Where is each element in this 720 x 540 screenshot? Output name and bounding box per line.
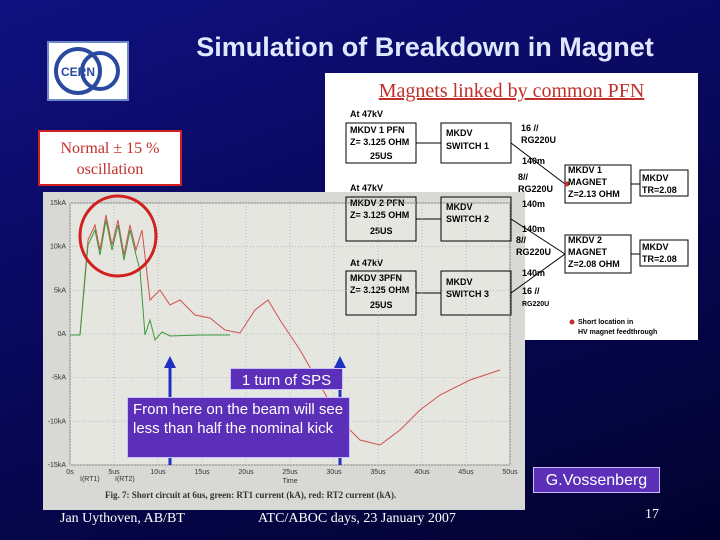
diagram-label: SWITCH 1 bbox=[446, 141, 489, 151]
x-tick-label: 40us bbox=[414, 469, 430, 476]
callout-line: Normal ± 15 % bbox=[60, 140, 160, 157]
page-number: 17 bbox=[645, 507, 659, 522]
diagram-label: 25US bbox=[370, 226, 393, 236]
y-tick-label: 10kA bbox=[50, 244, 66, 251]
pfn-callout: Magnets linked by common PFN bbox=[325, 73, 698, 107]
diagram-label: 8// bbox=[516, 235, 527, 245]
x-tick-label: 5us bbox=[108, 469, 120, 476]
figure-caption: Fig. 7: Short circuit at 6us, green: RT1… bbox=[105, 490, 396, 500]
normal-callout: Normal ± 15 % oscillation bbox=[38, 130, 182, 186]
diagram-wire bbox=[510, 142, 566, 185]
footer-center: ATC/ABOC days, 23 January 2007 bbox=[258, 511, 456, 526]
diagram-label: RG220U bbox=[521, 135, 556, 145]
diagram-label: MKDV bbox=[446, 128, 473, 138]
diagram-label: Z= 3.125 OHM bbox=[350, 137, 409, 147]
turn-callout: 1 turn of SPS bbox=[230, 368, 343, 390]
diagram-label: MKDV bbox=[446, 202, 473, 212]
diagram-label: MKDV bbox=[446, 277, 473, 287]
callout-line: oscillation bbox=[76, 161, 144, 178]
x-tick-label: 50us bbox=[502, 469, 518, 476]
logo-text: CERN bbox=[61, 65, 95, 79]
diagram-label: 140m bbox=[522, 268, 545, 278]
x-tick-label: 30us bbox=[326, 469, 342, 476]
x-tick-label: 25us bbox=[282, 469, 298, 476]
diagram-label: SWITCH 2 bbox=[446, 214, 489, 224]
diagram-label: 140m bbox=[522, 224, 545, 234]
y-tick-label: 0A bbox=[57, 331, 66, 338]
diagram-label: MKDV bbox=[642, 242, 669, 252]
diagram-label: 16 // bbox=[522, 286, 540, 296]
legend-entry: I(RT2) bbox=[115, 476, 135, 483]
diagram-label: MAGNET bbox=[568, 247, 607, 257]
diagram-label: 140m bbox=[522, 199, 545, 209]
diagram-label: RG220U bbox=[522, 301, 549, 308]
diagram-label: MKDV 3PFN bbox=[350, 273, 402, 283]
arrow-head bbox=[164, 356, 176, 368]
diagram-label: 25US bbox=[370, 151, 393, 161]
x-tick-label: 35us bbox=[370, 469, 386, 476]
diagram-label: HV magnet feedthrough bbox=[578, 329, 657, 336]
diagram-label: Z= 3.125 OHM bbox=[350, 210, 409, 220]
x-tick-label: 45us bbox=[458, 469, 474, 476]
highlight-ellipse bbox=[78, 194, 158, 278]
diagram-label: Z=2.13 OHM bbox=[568, 189, 620, 199]
diagram-label: Short location in bbox=[578, 319, 633, 326]
x-tick-label: 0s bbox=[66, 469, 74, 476]
short-marker bbox=[564, 181, 570, 187]
diagram-box bbox=[639, 239, 689, 267]
diagram-label: MKDV 2 bbox=[568, 235, 602, 245]
diagram-label: TR=2.08 bbox=[642, 254, 677, 264]
author-callout: G.Vossenberg bbox=[533, 467, 660, 493]
beam-callout: From here on the beam will see less than… bbox=[127, 397, 350, 458]
legend-entry: I(RT1) bbox=[80, 476, 100, 483]
trace-rt2 bbox=[70, 214, 501, 446]
diagram-label: 16 // bbox=[521, 123, 539, 133]
logo-ring bbox=[54, 47, 102, 95]
y-tick-label: -5kA bbox=[52, 375, 67, 382]
diagram-wire bbox=[510, 253, 566, 294]
diagram-label: Z=2.08 OHM bbox=[568, 259, 620, 269]
diagram-wire bbox=[510, 218, 566, 255]
x-tick-label: 15us bbox=[194, 469, 210, 476]
y-tick-label: -15kA bbox=[48, 462, 67, 469]
diagram-label: MKDV 1 bbox=[568, 165, 602, 175]
arrow-head bbox=[334, 356, 346, 368]
diagram-label: At 47kV bbox=[350, 183, 383, 193]
trace-rt1 bbox=[70, 219, 230, 342]
y-tick-label: -10kA bbox=[48, 418, 67, 425]
diagram-label: MKDV 1 PFN bbox=[350, 125, 405, 135]
x-tick-label: 10us bbox=[150, 469, 166, 476]
logo-ring bbox=[80, 51, 120, 91]
diagram-label: RG220U bbox=[518, 184, 553, 194]
diagram-label: TR=2.08 bbox=[642, 185, 677, 195]
axis-label: Time bbox=[282, 478, 297, 485]
diagram-label: 25US bbox=[370, 300, 393, 310]
footer-left: Jan Uythoven, AB/BT bbox=[60, 511, 185, 526]
x-tick-label: 20us bbox=[238, 469, 254, 476]
diagram-label: At 47kV bbox=[350, 109, 383, 119]
diagram-label: 140m bbox=[522, 156, 545, 166]
title: Simulation of Breakdown in Magnet bbox=[196, 32, 654, 62]
diagram-label: SWITCH 3 bbox=[446, 289, 489, 299]
y-tick-label: 5kA bbox=[54, 287, 66, 294]
diagram-label: MKDV bbox=[642, 173, 669, 183]
short-marker bbox=[569, 319, 575, 325]
diagram-label: RG220U bbox=[516, 247, 551, 257]
diagram-label: MKDV 2 PFN bbox=[350, 198, 405, 208]
diagram-label: 8// bbox=[518, 172, 529, 182]
diagram-label: MAGNET bbox=[568, 177, 607, 187]
diagram-label: At 47kV bbox=[350, 258, 383, 268]
y-tick-label: 15kA bbox=[50, 200, 66, 207]
diagram-box bbox=[639, 169, 689, 197]
